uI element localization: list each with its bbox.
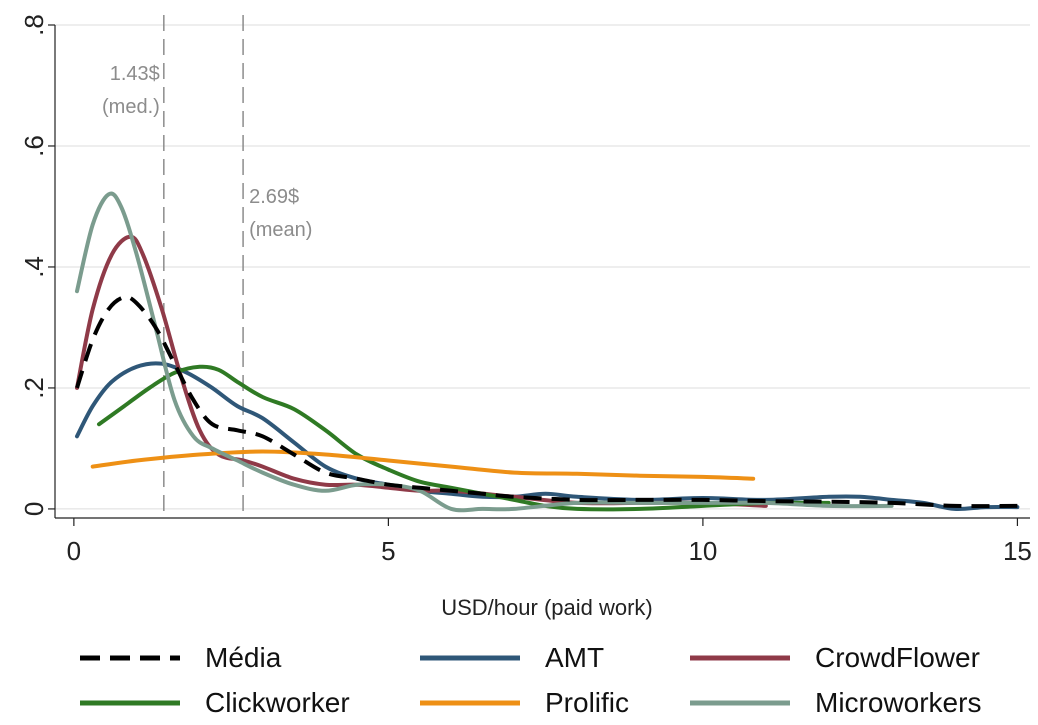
legend-item: Prolific [420, 687, 629, 718]
y-tick-label: 0 [19, 502, 49, 516]
series-line-microworkers [77, 193, 892, 510]
legend-item: Clickworker [80, 687, 350, 718]
x-axis-title: USD/hour (paid work) [441, 595, 653, 620]
legend-item: AMT [420, 642, 604, 673]
legend: Média AMT CrowdFlower Clickworker Prolific Mi… [80, 642, 981, 718]
legend-label: CrowdFlower [815, 642, 980, 673]
series-lines [77, 193, 1017, 510]
series-line-prolific [93, 452, 754, 479]
legend-item: CrowdFlower [690, 642, 980, 673]
y-tick-label: .6 [19, 135, 49, 157]
y-tick-label: .2 [19, 377, 49, 399]
x-tick-label: 5 [381, 536, 395, 566]
legend-item: Microworkers [690, 687, 981, 718]
x-tick-label: 15 [1003, 536, 1032, 566]
legend-label: Média [205, 642, 282, 673]
reference-line-label: (mean) [249, 219, 312, 241]
y-tick-label: .8 [19, 14, 49, 36]
legend-label: Clickworker [205, 687, 350, 718]
legend-label: AMT [545, 642, 604, 673]
y-tick-label: .4 [19, 256, 49, 278]
legend-label: Prolific [545, 687, 629, 718]
legend-item: Média [80, 642, 282, 673]
reference-line-label: (med.) [102, 96, 160, 118]
axes: 0 .2 .4 .6 .8 0 5 10 15 [19, 14, 1032, 566]
reference-line-label: 1.43$ [110, 63, 160, 85]
legend-label: Microworkers [815, 687, 981, 718]
reference-line-label: 2.69$ [249, 186, 299, 208]
series-line-amt [77, 363, 1017, 509]
x-tick-label: 10 [688, 536, 717, 566]
x-tick-label: 0 [67, 536, 81, 566]
